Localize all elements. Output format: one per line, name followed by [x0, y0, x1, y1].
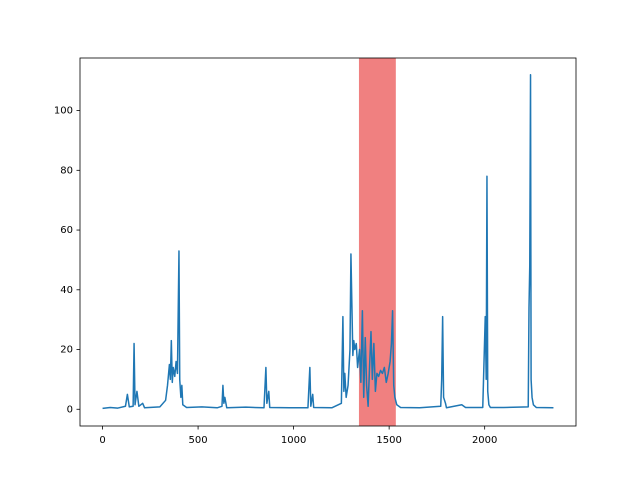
- y-tick-label: 60: [60, 225, 73, 236]
- axes-frame: [79, 57, 577, 427]
- y-tick-label: 80: [60, 165, 73, 176]
- y-tick-label: 20: [60, 345, 73, 356]
- x-tick-label: 1000: [281, 435, 306, 446]
- x-tick-label: 500: [189, 435, 208, 446]
- y-tick-label: 0: [67, 404, 73, 415]
- x-tick-label: 0: [99, 435, 105, 446]
- y-tick-label: 100: [54, 106, 73, 117]
- y-tick-label: 40: [60, 285, 73, 296]
- x-tick-label: 2000: [472, 435, 497, 446]
- x-tick-label: 1500: [376, 435, 401, 446]
- data-line: [102, 73, 554, 410]
